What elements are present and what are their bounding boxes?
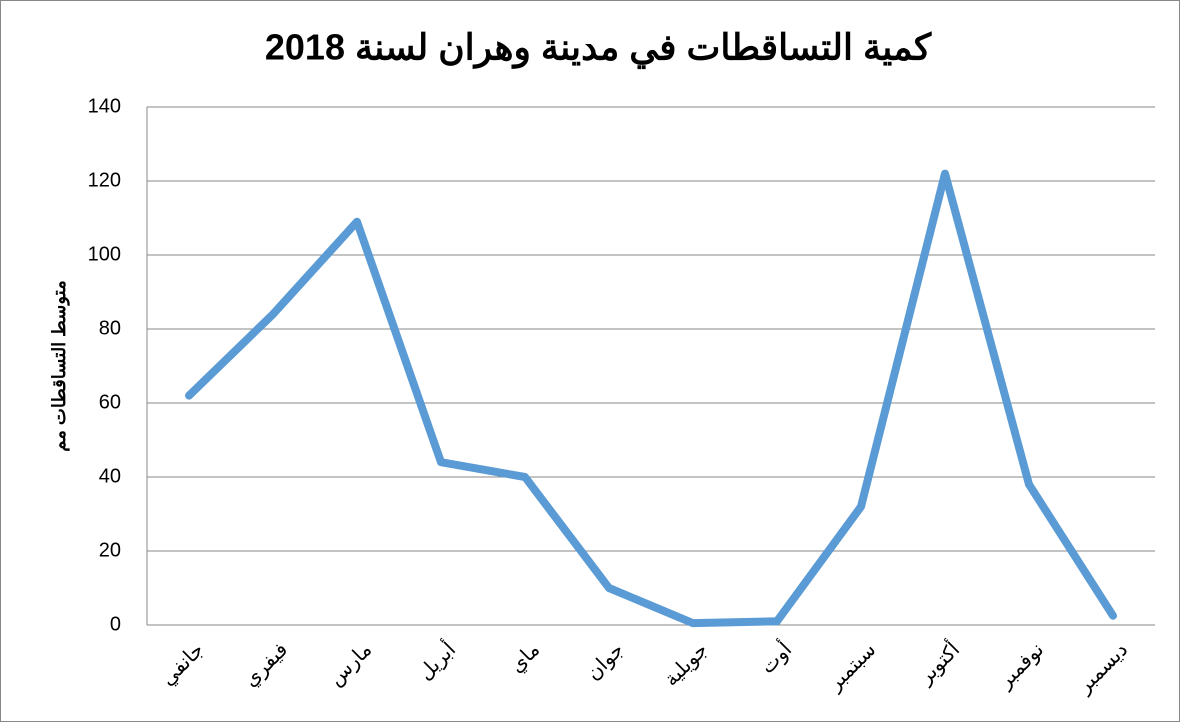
y-tick-label: 140 bbox=[88, 95, 121, 117]
y-tick-label: 100 bbox=[88, 243, 121, 265]
y-tick-label: 80 bbox=[99, 317, 121, 339]
y-tick-label: 20 bbox=[99, 539, 121, 561]
y-axis-label: متوسط التساقطات مم bbox=[49, 280, 70, 451]
y-tick-label: 60 bbox=[99, 391, 121, 413]
y-tick-label: 40 bbox=[99, 465, 121, 487]
line-series bbox=[185, 169, 1117, 628]
y-tick-label: 0 bbox=[110, 613, 121, 635]
y-tick-label: 120 bbox=[88, 169, 121, 191]
chart-title: كمية التساقطات في مدينة وهران لسنة 2018 bbox=[265, 27, 932, 70]
